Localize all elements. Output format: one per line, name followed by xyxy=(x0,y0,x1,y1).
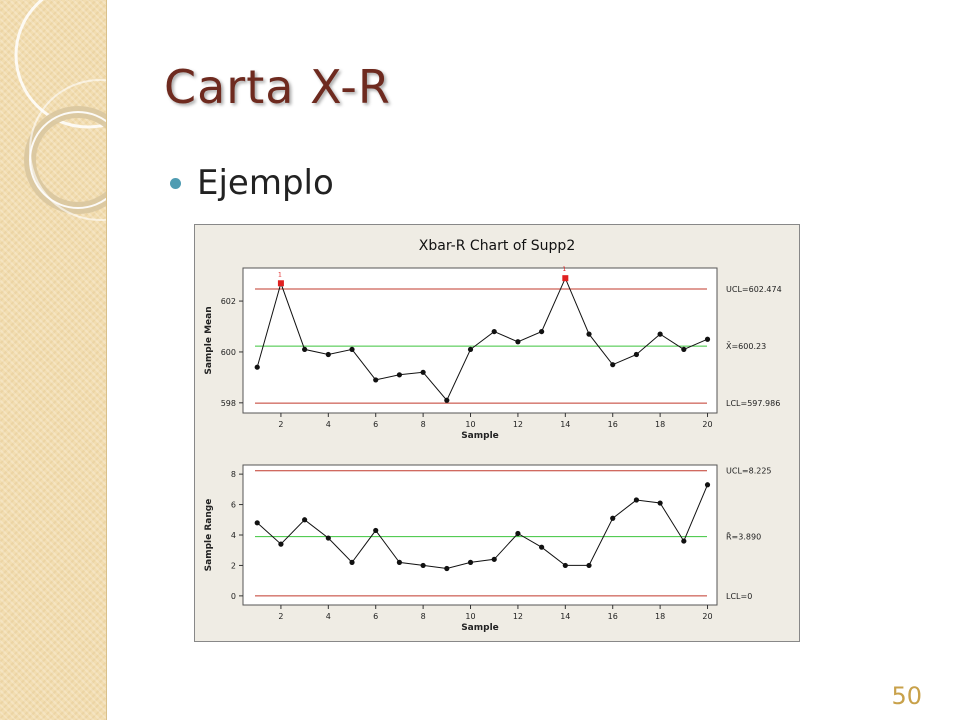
data-point xyxy=(325,535,331,541)
data-point xyxy=(586,562,592,569)
data-point xyxy=(254,364,260,370)
data-point xyxy=(657,331,663,337)
x-tick-label: 2 xyxy=(278,420,283,429)
data-point xyxy=(681,346,687,353)
y-tick-label: 598 xyxy=(221,399,236,408)
out-of-control-flag: 1 xyxy=(562,266,566,273)
data-point xyxy=(633,351,640,358)
x-axis-label: Sample xyxy=(461,623,499,633)
out-of-control-point xyxy=(562,275,569,282)
data-point xyxy=(491,556,497,562)
x-tick-label: 16 xyxy=(608,612,618,621)
x-tick-label: 10 xyxy=(465,612,475,621)
center-label: R̄=3.890 xyxy=(726,531,761,541)
x-tick-label: 12 xyxy=(513,420,523,429)
data-point xyxy=(610,362,616,368)
data-point xyxy=(681,538,687,544)
bullet-text: Ejemplo xyxy=(197,163,334,203)
data-point xyxy=(349,559,355,565)
data-point xyxy=(278,541,284,547)
x-tick-label: 8 xyxy=(421,612,426,621)
plot-area xyxy=(242,267,718,414)
decorative-sidebar xyxy=(0,0,107,720)
data-point xyxy=(704,482,711,488)
y-tick-label: 4 xyxy=(231,531,236,540)
data-point xyxy=(302,346,308,353)
out-of-control-point xyxy=(277,280,284,287)
out-of-control-flag: 1 xyxy=(278,271,282,278)
data-point xyxy=(420,369,426,375)
data-point xyxy=(325,351,331,358)
data-point xyxy=(467,559,474,565)
y-tick-label: 600 xyxy=(221,348,236,357)
page-number: 50 xyxy=(891,682,922,710)
bullet-dot-icon xyxy=(170,177,181,189)
x-tick-label: 20 xyxy=(702,612,712,621)
data-point xyxy=(704,336,711,342)
y-tick-label: 6 xyxy=(231,501,236,510)
y-tick-label: 2 xyxy=(231,561,236,570)
center-label: X̄=600.23 xyxy=(726,341,766,351)
data-point xyxy=(467,346,474,353)
lcl-label: LCL=0 xyxy=(726,592,752,601)
ucl-label: UCL=602.474 xyxy=(726,285,782,294)
data-point xyxy=(491,328,497,335)
x-tick-label: 12 xyxy=(513,612,523,621)
xbar-r-chart-panel: Xbar-R Chart of Supp2 598 600 602 2 4 6 8 10 12 14… xyxy=(194,224,800,642)
x-tick-label: 4 xyxy=(326,420,331,429)
x-tick-label: 10 xyxy=(465,420,475,429)
lcl-label: LCL=597.986 xyxy=(726,399,780,408)
series-line xyxy=(256,276,708,402)
x-tick-label: 6 xyxy=(373,612,378,621)
x-tick-label: 14 xyxy=(560,420,570,429)
x-tick-label: 8 xyxy=(421,420,426,429)
data-point xyxy=(396,372,403,378)
data-point xyxy=(420,562,426,569)
x-tick-label: 16 xyxy=(608,420,618,429)
series-line xyxy=(256,484,708,570)
data-point xyxy=(515,339,521,345)
slide-title: Carta X-R xyxy=(164,60,391,114)
data-point xyxy=(444,397,450,403)
x-axis-label: Sample xyxy=(461,431,499,441)
data-point xyxy=(539,328,545,335)
data-point xyxy=(254,520,260,526)
sidebar-circles-decoration xyxy=(14,0,106,221)
y-axis-label: Sample Range xyxy=(204,499,214,572)
x-tick-label: 18 xyxy=(655,612,665,621)
data-point xyxy=(349,346,355,353)
y-axis-label: Sample Mean xyxy=(204,306,214,374)
data-point xyxy=(610,515,616,521)
data-point xyxy=(586,331,592,337)
data-point xyxy=(562,562,568,569)
y-tick-label: 8 xyxy=(231,470,236,479)
data-point xyxy=(633,497,640,503)
data-point xyxy=(444,565,450,572)
x-tick-label: 4 xyxy=(326,612,331,621)
y-tick-label: 602 xyxy=(221,297,236,306)
x-tick-label: 14 xyxy=(560,612,570,621)
x-tick-label: 18 xyxy=(655,420,665,429)
data-point xyxy=(396,559,403,565)
plot-area xyxy=(242,464,718,606)
y-tick-label: 0 xyxy=(231,592,236,601)
ucl-label: UCL=8.225 xyxy=(726,467,772,476)
x-tick-label: 2 xyxy=(278,612,283,621)
x-tick-label: 20 xyxy=(702,420,712,429)
data-point xyxy=(373,527,379,534)
data-point xyxy=(657,500,663,506)
chart-title: Xbar-R Chart of Supp2 xyxy=(419,238,575,254)
data-point xyxy=(373,377,379,383)
bullet-item: Ejemplo xyxy=(170,163,334,203)
data-point xyxy=(539,544,545,550)
data-point xyxy=(515,530,521,537)
x-tick-label: 6 xyxy=(373,420,378,429)
data-point xyxy=(302,517,308,523)
